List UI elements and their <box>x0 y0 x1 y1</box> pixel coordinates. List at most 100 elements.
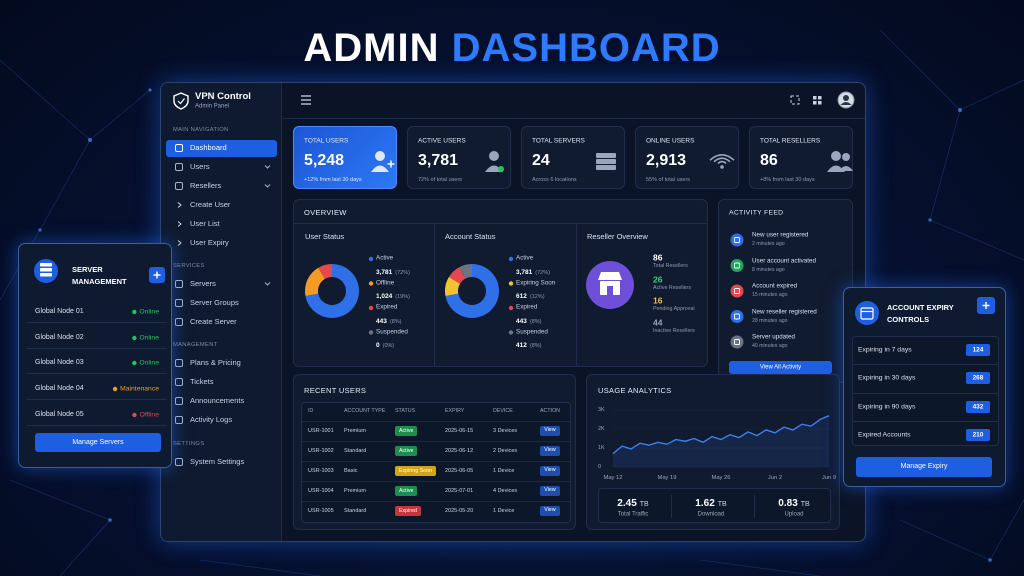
table-header: ID <box>308 408 314 415</box>
view-button[interactable]: View <box>540 426 560 436</box>
y-tick-label: 2K <box>598 425 605 432</box>
nav-icon <box>177 240 182 246</box>
nav-item-label[interactable]: Tickets <box>190 376 214 386</box>
manage-servers-button[interactable]: Manage Servers <box>35 433 161 452</box>
nav-icon <box>175 378 183 386</box>
usage-total-value: 2.45 TB <box>617 493 648 511</box>
activity-icon <box>730 233 744 247</box>
view-button[interactable]: View <box>540 466 560 476</box>
legend-dot <box>368 305 374 311</box>
panel-title: RECENT USERS <box>304 385 367 395</box>
reseller-stat-label: Total Resellers <box>653 263 688 270</box>
stat-note: Across 6 locations <box>532 176 577 183</box>
server-status: Maintenance <box>120 385 159 393</box>
donut-segment <box>445 276 461 296</box>
panel-title: OVERVIEW <box>304 207 347 217</box>
nav-icon <box>175 299 183 307</box>
count-badge: 210 <box>966 428 990 441</box>
nav-icon <box>175 182 271 190</box>
divider <box>434 224 435 367</box>
view-button[interactable]: View <box>540 446 560 456</box>
button-label[interactable]: Manage Expiry <box>900 463 948 471</box>
status-label: Active <box>399 488 414 494</box>
button-label[interactable]: View <box>544 487 556 494</box>
stat-icon <box>827 151 853 172</box>
stat-card: ONLINE USERS 2,913 55% of total users <box>635 126 739 189</box>
activity-icon <box>730 284 744 298</box>
legend-share: (8%) <box>389 318 402 325</box>
server-status: Online <box>139 308 159 316</box>
total-number: 1.62 <box>695 498 715 510</box>
view-all-button[interactable]: View All Activity <box>729 361 832 374</box>
count-label: 210 <box>972 431 984 439</box>
activity-text: Account expired <box>752 282 798 290</box>
stat-icon <box>842 153 850 161</box>
donut-chart <box>445 256 514 335</box>
nav-item-label[interactable]: Resellers <box>190 180 222 190</box>
status-badge: Expired <box>395 506 421 516</box>
nav-item-label[interactable]: User Expiry <box>190 237 229 247</box>
nav-item-label[interactable]: Server Groups <box>190 297 239 307</box>
legend-value-row: 1,024 (19%) <box>376 285 410 303</box>
stat-note: +12% from last 30 days <box>304 176 362 183</box>
donut-chart <box>305 256 374 335</box>
total-unit: TB <box>639 501 649 509</box>
nav-icon <box>175 318 183 326</box>
nav-item-label[interactable]: System Settings <box>190 456 245 466</box>
table-header: STATUS <box>395 408 416 415</box>
stat-card: ACTIVE USERS 3,781 72% of total users <box>407 126 511 189</box>
stat-icon <box>375 151 385 161</box>
reseller-stat-value: 26 <box>653 273 663 284</box>
status-dot <box>132 412 137 417</box>
legend-dot <box>508 330 514 335</box>
activity-icon-glyph <box>734 339 740 345</box>
nav-item-label[interactable]: Create Server <box>190 316 237 326</box>
nav-item-active[interactable] <box>166 139 277 157</box>
table-header: ACCOUNT TYPE <box>344 408 386 415</box>
button-label[interactable]: View <box>544 447 556 454</box>
table-cell: USR-1005 <box>308 507 334 514</box>
stat-icon <box>717 160 727 165</box>
legend-value-row: 0 (0%) <box>376 334 394 352</box>
button-label[interactable]: Manage Servers <box>72 438 124 446</box>
grid-icon <box>818 101 822 105</box>
button-label[interactable]: View <box>544 467 556 474</box>
button-label[interactable]: View All Activity <box>759 364 802 371</box>
divider <box>671 495 672 518</box>
server-row: Global Node 04 Maintenance <box>27 378 167 401</box>
nav-item-label[interactable]: Create User <box>190 199 231 209</box>
view-button[interactable]: View <box>540 486 560 496</box>
card-icons <box>855 297 995 325</box>
nav-item-label[interactable]: Announcements <box>190 395 245 405</box>
stat-card: TOTAL SERVERS 24 Across 6 locations <box>521 126 625 189</box>
count-label: 432 <box>972 403 984 411</box>
server-row: Global Node 05 Offline <box>27 404 167 426</box>
usage-chart <box>612 409 830 468</box>
count-badge: 432 <box>966 400 990 413</box>
activity-time: 2 minutes ago <box>752 241 785 248</box>
activity-icons <box>730 233 744 349</box>
server-row: Global Node 01 Online <box>27 301 167 323</box>
view-button[interactable]: View <box>540 506 560 516</box>
count-badge: 268 <box>966 372 990 385</box>
server-name: Global Node 03 <box>35 359 84 367</box>
count-label: 124 <box>972 346 984 354</box>
nav-item-label[interactable]: Activity Logs <box>190 414 233 424</box>
button-label[interactable]: View <box>544 427 556 434</box>
stat-icon <box>709 154 735 169</box>
table-cell: Standard <box>344 447 367 454</box>
manage-expiry-button[interactable]: Manage Expiry <box>856 457 992 477</box>
nav-item-label[interactable]: Users <box>190 161 210 171</box>
stat-label: TOTAL SERVERS <box>532 137 585 145</box>
nav-item-label[interactable]: Dashboard <box>190 142 227 152</box>
nav-item-label[interactable]: Servers <box>190 278 216 288</box>
nav-item-label[interactable]: Plans & Pricing <box>190 357 241 367</box>
button-label[interactable]: View <box>544 507 556 514</box>
legend-name: Offline <box>376 279 395 287</box>
count-label: 268 <box>972 374 984 382</box>
activity-icon <box>730 335 744 349</box>
nav-item-label[interactable]: User List <box>190 218 220 228</box>
nav-icon <box>175 318 183 326</box>
table-cell: 1 Device <box>493 507 515 514</box>
